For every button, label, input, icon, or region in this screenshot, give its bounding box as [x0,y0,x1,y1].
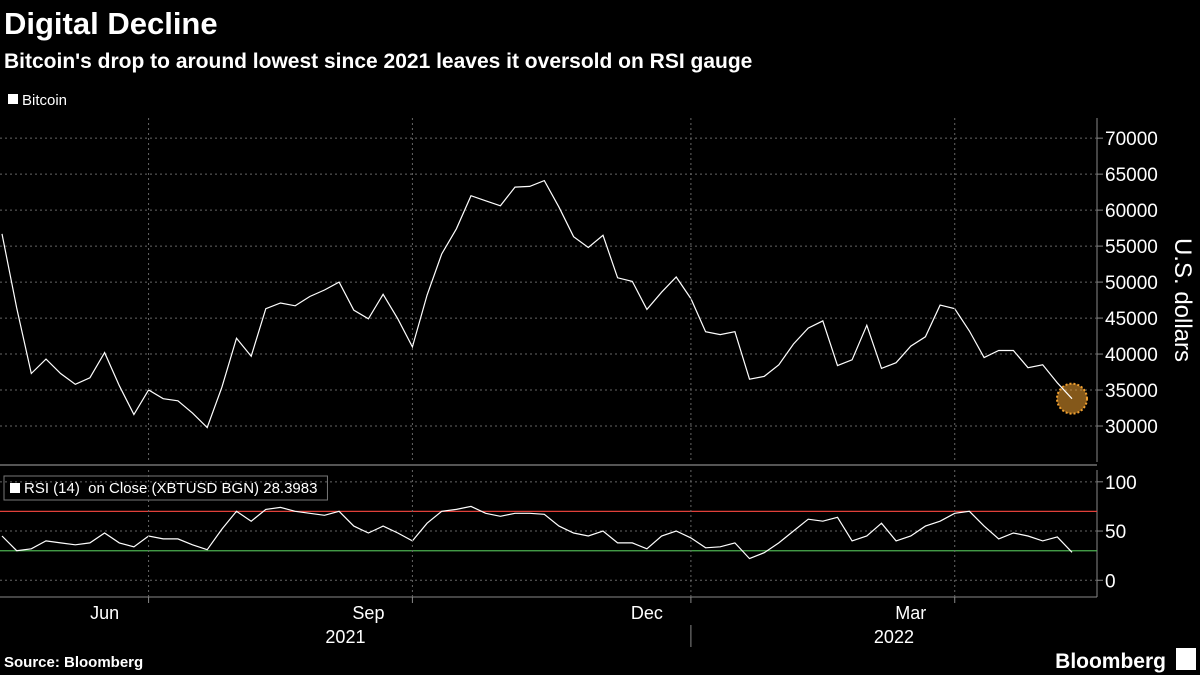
x-group-label: 2021 [325,627,365,647]
series-line [1,505,1073,560]
chart-title: Digital Decline [4,6,218,41]
y-tick-label: 30000 [1105,417,1158,438]
y-tick-label: 35000 [1105,381,1158,402]
x-tick-label: Dec [631,603,663,623]
y-tick-label: 45000 [1105,309,1158,330]
y-tick-label: 100 [1105,473,1137,494]
series-line [1,179,1073,429]
legend-label: Bitcoin [22,92,67,109]
legend-label: RSI (14) on Close (XBTUSD BGN) 28.3983 [24,480,317,497]
source: Source: Bloomberg [4,654,143,671]
brand: Bloomberg [1055,650,1166,673]
legend-swatch [8,94,18,104]
y-tick-label: 60000 [1105,201,1158,222]
x-group-label: 2022 [874,627,914,647]
y-tick-label: 55000 [1105,237,1158,258]
y-tick-label: 70000 [1105,129,1158,150]
y-tick-label: 0 [1105,571,1116,592]
legend-swatch [10,483,20,493]
x-tick-label: Jun [90,603,119,623]
legend-box [3,475,328,501]
x-tick-label: Mar [895,603,926,623]
y-tick-label: 65000 [1105,165,1158,186]
x-tick-label: Sep [352,603,384,623]
y-tick-label: 40000 [1105,345,1158,366]
brand-icon [1176,648,1196,670]
y-tick-label: 50000 [1105,273,1158,294]
chart-subtitle: Bitcoin's drop to around lowest since 20… [4,50,752,73]
y-axis-label: U.S. dollars [1169,238,1196,362]
y-tick-label: 50 [1105,522,1126,543]
